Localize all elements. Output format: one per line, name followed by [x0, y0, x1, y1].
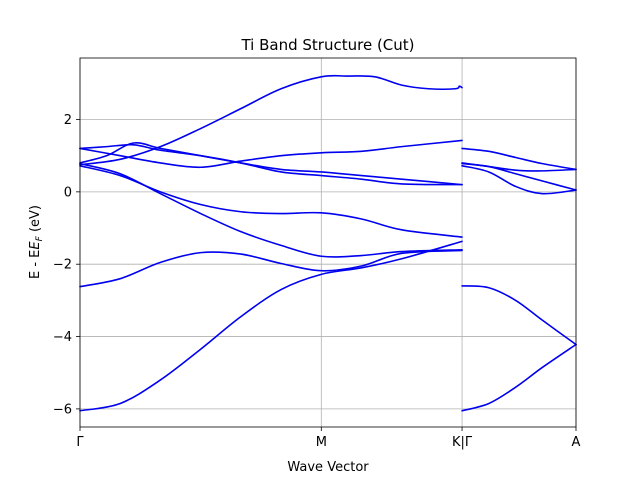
band-line-seg1-2	[461, 165, 577, 195]
bands	[79, 74, 577, 412]
y-axis-label-prefix: E - E	[28, 250, 43, 279]
x-tick-label: Γ	[76, 435, 84, 450]
y-tick-label: −4	[53, 330, 72, 345]
y-tick-label: −6	[53, 402, 72, 417]
y-axis-label-suffix: (eV)	[28, 205, 43, 236]
band-line-seg0-7	[79, 74, 463, 166]
y-axis-label: E - EEF (eV)	[28, 205, 45, 279]
band-line-seg0-1	[79, 249, 463, 288]
x-tick-label: A	[572, 435, 581, 450]
chart-title: Ti Band Structure (Cut)	[240, 36, 414, 54]
x-ticks: Γ M K|Γ A	[76, 427, 581, 450]
y-axis-label-sub: F	[35, 235, 45, 241]
y-tick-label: 2	[64, 113, 72, 128]
band-line-seg1-3	[461, 162, 577, 191]
band-line-seg0-6	[79, 143, 463, 186]
band-line-seg0-0	[79, 240, 463, 412]
y-ticks: −6 −4 −2 0 2	[53, 113, 80, 417]
x-tick-label: K|Γ	[452, 435, 473, 450]
y-axis-label-e: E	[28, 241, 43, 250]
band-line-seg1-1	[461, 285, 577, 346]
band-line-seg0-2	[79, 162, 463, 258]
band-line-seg0-3	[79, 165, 463, 238]
band-line-seg0-5	[79, 142, 463, 186]
grid	[79, 58, 577, 427]
band-line-seg1-5	[461, 147, 577, 171]
x-axis-label: Wave Vector	[287, 460, 369, 475]
x-tick-label: M	[316, 435, 327, 450]
band-line-seg1-0	[461, 343, 577, 412]
y-tick-label: 0	[64, 185, 72, 200]
plot-frame	[79, 57, 577, 428]
band-line-seg1-4	[461, 162, 577, 172]
band-line-seg0-4	[79, 139, 463, 169]
y-tick-label: −2	[53, 258, 72, 273]
